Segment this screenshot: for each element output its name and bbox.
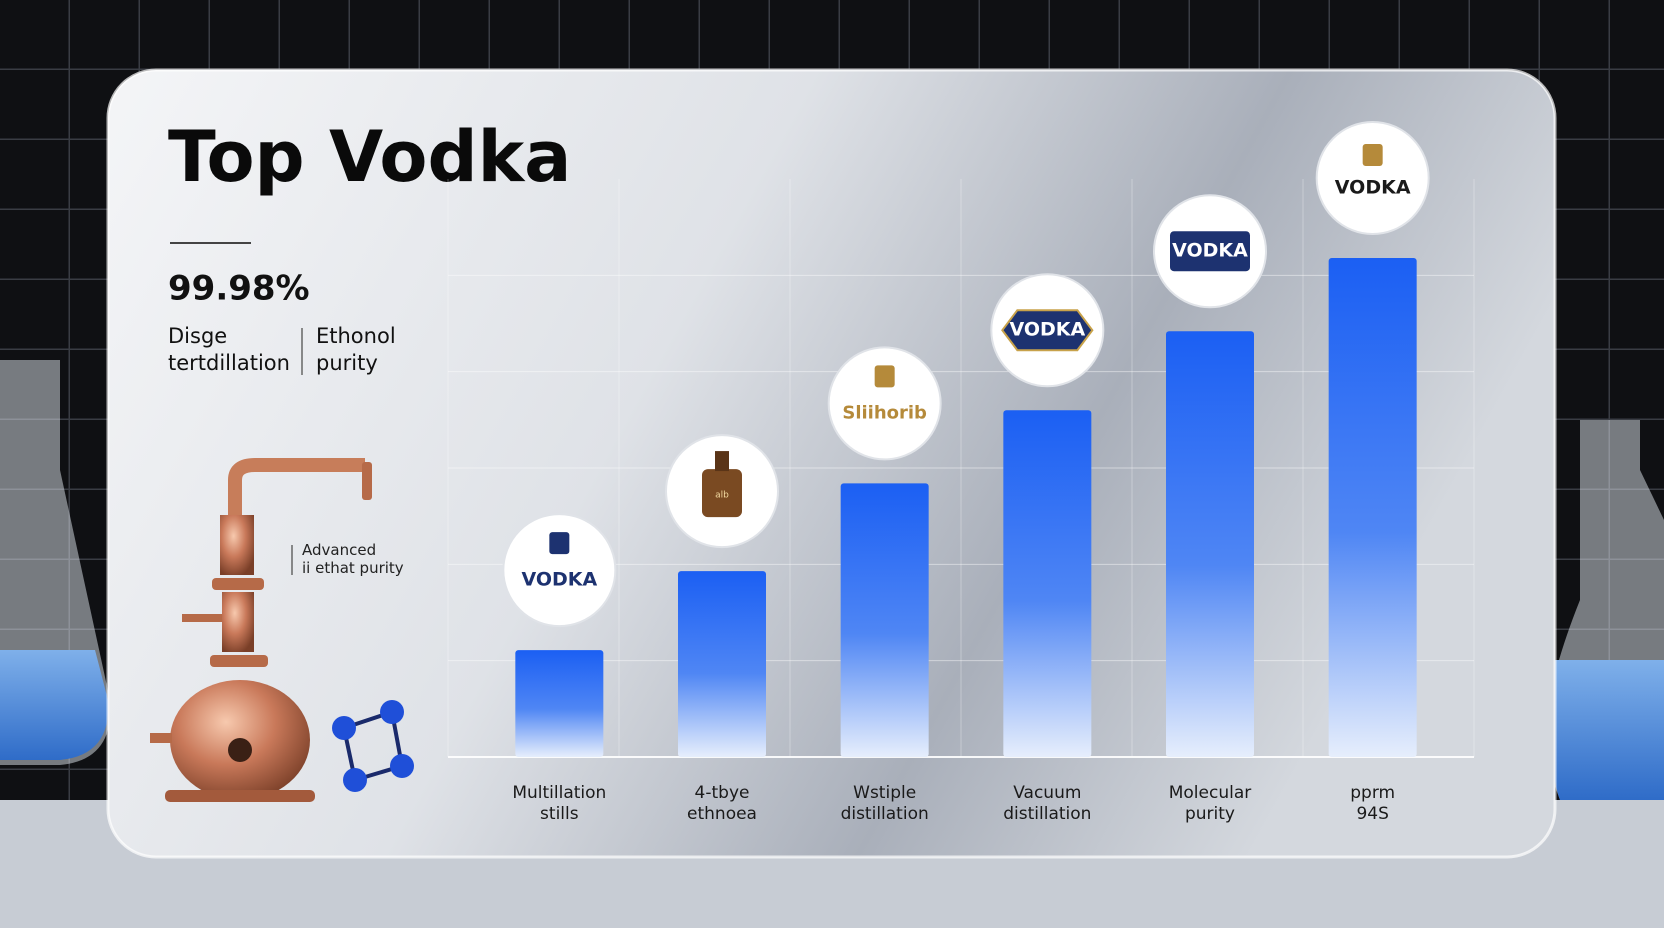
note: Advanced ii ethat purity [302,541,404,577]
bar [1328,257,1417,757]
logo-emblem [549,532,570,555]
x-tick-label: Vacuum distillation [1003,783,1091,824]
logo-badge [1170,231,1250,272]
logo-text: VODKA [1172,240,1248,262]
x-tick-label: pprm 94S [1350,783,1395,824]
flask-right-liquid [1551,660,1664,800]
bar [1166,331,1254,757]
x-tick-label: Wstiple distillation [841,783,929,824]
stat-caption: Disge tertdillation [168,324,290,375]
molecule-icon [332,700,414,792]
bottle-neck [715,451,729,472]
brand-logo [1315,120,1430,235]
bar [1003,410,1092,757]
logo-text: alb [715,491,729,501]
logo-emblem [1362,143,1383,166]
bar [840,483,929,757]
bottle-icon [702,469,742,518]
logo-emblem [874,365,895,388]
logo-text: Sliihorib [842,402,927,423]
brand-logo [502,513,617,628]
x-tick-label: Molecular purity [1169,783,1252,824]
x-tick-label: 4-tbye ethnoea [687,783,757,824]
logo-text: VODKA [1335,176,1411,198]
logo-text: VODKA [521,569,597,591]
logo-text: VODKA [1009,319,1085,341]
logo-badge [1001,309,1094,352]
chart-title: Top Vodka [168,116,571,198]
bar [515,650,604,757]
brand-logo [827,346,942,461]
stat-caption: Ethonol purity [316,324,396,375]
flask-left-liquid [0,650,109,760]
stat-value: 99.98% [168,269,310,309]
copper-still [150,458,372,802]
x-tick-label: Multillation stills [512,783,606,824]
bar [678,571,766,757]
